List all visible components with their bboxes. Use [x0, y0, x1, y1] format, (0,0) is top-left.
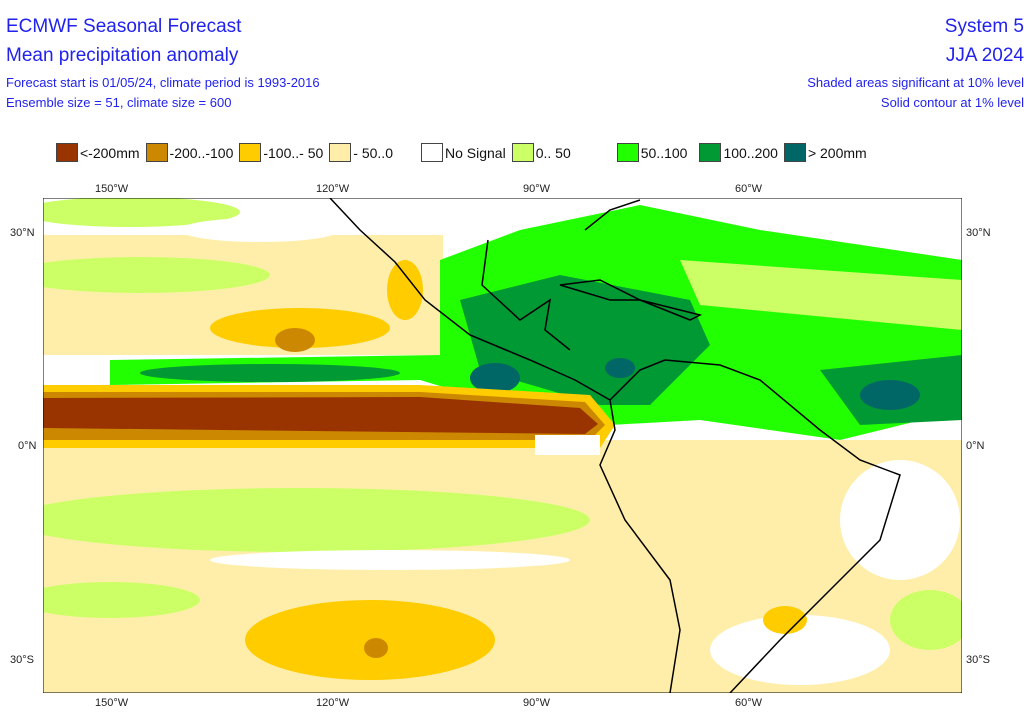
pacific-wet-band: [43, 488, 590, 552]
significance-note: Shaded areas significant at 10% level: [807, 75, 1024, 90]
legend-label: 100..200: [723, 144, 778, 161]
contour-note: Solid contour at 1% level: [880, 95, 1024, 110]
legend-label: -200..-100: [169, 144, 234, 161]
legend: <-200mm -200..-100 -100..- 50 - 50..0 No Sig…: [56, 143, 873, 162]
legend-label: -100..- 50: [263, 144, 324, 161]
lon-label-top: 60°W: [735, 183, 763, 195]
legend-swatch: [239, 143, 262, 162]
lat-label-left: 0°N: [18, 440, 37, 452]
lat-label-left: 30°N: [10, 227, 35, 239]
subtitle: Mean precipitation anomaly: [6, 45, 239, 66]
legend-item: - 50..0: [329, 143, 393, 162]
legend-item: 0.. 50: [511, 143, 571, 162]
lon-label-top: 120°W: [316, 183, 350, 195]
system-label: System 5: [944, 16, 1024, 37]
legend-item: No Signal: [421, 143, 506, 162]
legend-swatch: [699, 143, 722, 162]
lon-label-top: 90°W: [523, 183, 551, 195]
legend-swatch: [421, 143, 443, 162]
lon-label-bottom: 150°W: [95, 697, 129, 709]
legend-swatch: [783, 143, 806, 162]
lat-label-left: 30°S: [10, 654, 34, 666]
coastlines: [329, 198, 901, 693]
legend-item: <-200mm: [56, 143, 140, 162]
lon-label-bottom: 90°W: [523, 697, 551, 709]
ensemble-info: Ensemble size = 51, climate size = 600: [6, 95, 232, 110]
lat-label-right: 30°S: [966, 654, 990, 666]
legend-swatch: [145, 143, 168, 162]
legend-label: <-200mm: [80, 144, 140, 161]
title: ECMWF Seasonal Forecast: [6, 16, 242, 37]
season-label: JJA 2024: [945, 45, 1024, 66]
forecast-info: Forecast start is 01/05/24, climate peri…: [6, 75, 320, 90]
legend-item: 100..200: [699, 143, 778, 162]
legend-swatch: [616, 143, 639, 162]
legend-swatch: [56, 143, 78, 162]
legend-label: No Signal: [445, 144, 506, 161]
legend-label: > 200mm: [807, 144, 867, 161]
lon-label-top: 150°W: [95, 183, 129, 195]
legend-label: 50..100: [640, 144, 688, 161]
legend-item: -200..-100: [145, 143, 234, 162]
legend-item: -100..- 50: [239, 143, 323, 162]
itcz-dry-band: [43, 397, 598, 434]
lat-label-right: 0°N: [966, 440, 985, 452]
legend-label: - 50..0: [353, 144, 393, 161]
legend-swatch: [329, 143, 352, 162]
legend-label: 0.. 50: [535, 144, 571, 161]
legend-item: > 200mm: [783, 143, 867, 162]
legend-item: 50..100: [616, 143, 688, 162]
lon-label-bottom: 60°W: [735, 697, 763, 709]
legend-swatch: [511, 143, 534, 162]
lat-label-right: 30°N: [966, 227, 991, 239]
lon-label-bottom: 120°W: [316, 697, 350, 709]
